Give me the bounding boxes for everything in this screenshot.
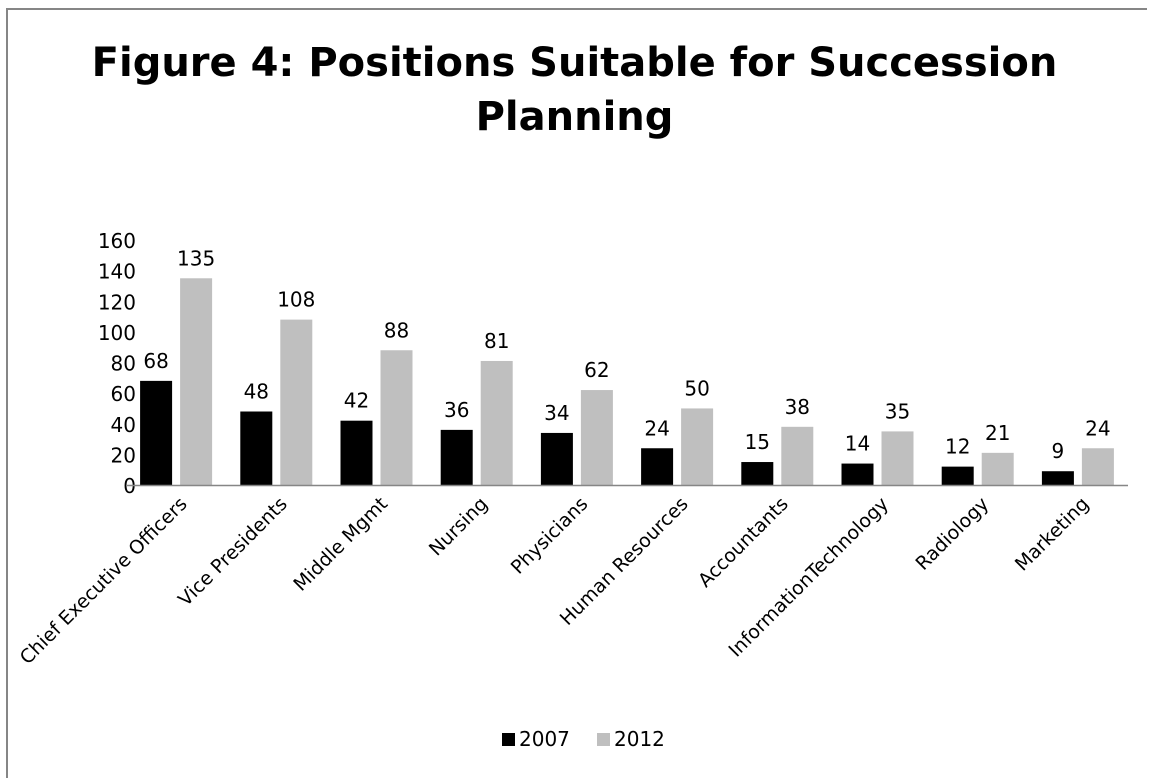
- category-label: Chief Executive Officers: [16, 493, 192, 669]
- data-label: 34: [544, 401, 569, 425]
- data-label: 12: [945, 435, 970, 459]
- bar-2007-1: [240, 411, 273, 485]
- data-label: 68: [143, 349, 168, 373]
- data-label: 135: [177, 246, 215, 270]
- bar-2007-7: [841, 463, 874, 485]
- bar-2012-0: [180, 278, 213, 485]
- data-label: 48: [244, 380, 269, 404]
- bar-2012-8: [981, 452, 1014, 485]
- y-tick-label: 100: [98, 321, 136, 345]
- y-tick-label: 80: [111, 352, 136, 376]
- data-label: 42: [344, 389, 369, 413]
- data-label: 88: [384, 318, 409, 342]
- category-label: Radiology: [911, 493, 993, 575]
- bar-2007-4: [540, 432, 573, 485]
- bar-2012-1: [280, 319, 313, 485]
- data-label: 24: [1085, 416, 1110, 440]
- bar-2012-5: [681, 408, 714, 485]
- y-tick-label: 160: [98, 229, 136, 253]
- data-label: 36: [444, 398, 469, 422]
- category-label: Nursing: [425, 493, 492, 560]
- bar-2007-5: [641, 448, 674, 485]
- category-label: Middle Mgmt: [289, 493, 392, 596]
- bar-2012-4: [580, 390, 613, 485]
- data-label: 14: [845, 432, 870, 456]
- bar-2012-2: [380, 350, 413, 485]
- data-label: 81: [484, 329, 509, 353]
- data-label: 38: [785, 395, 810, 419]
- bar-2007-8: [941, 466, 974, 485]
- data-label: 15: [745, 430, 770, 454]
- data-labels: 68 48 42 36 34 24 15 14 12 9 135 108 88 81 62 50 38 35 21 2…: [143, 246, 1110, 463]
- bar-2012-3: [480, 360, 513, 485]
- data-label: 62: [584, 358, 609, 382]
- category-label: InformationTechnology: [724, 493, 893, 662]
- legend-swatch-2007: [502, 733, 515, 746]
- data-label: 21: [985, 421, 1010, 445]
- data-label: 108: [277, 288, 315, 312]
- bar-2012-6: [781, 426, 814, 485]
- y-tick-label: 40: [111, 413, 136, 437]
- bars: [140, 278, 1114, 485]
- y-tick-label: 60: [111, 382, 136, 406]
- legend-label-2012: 2012: [614, 727, 665, 751]
- data-label: 50: [684, 376, 709, 400]
- bar-2007-9: [1041, 471, 1074, 485]
- bar-2007-2: [340, 420, 373, 485]
- bar-2012-9: [1081, 448, 1114, 485]
- category-label: Physicians: [507, 493, 593, 579]
- bar-2007-3: [440, 429, 473, 485]
- category-label: Accountants: [694, 493, 793, 592]
- category-label: Marketing: [1011, 493, 1094, 576]
- legend-swatch-2012: [597, 733, 610, 746]
- legend: 2007 2012: [502, 727, 665, 751]
- bar-2007-6: [741, 462, 774, 485]
- bar-2007-0: [140, 380, 173, 485]
- y-tick-label: 20: [111, 443, 136, 467]
- category-label: Vice Presidents: [174, 493, 292, 611]
- y-tick-label: 120: [98, 290, 136, 314]
- y-tick-label: 140: [98, 260, 136, 284]
- data-label: 9: [1052, 439, 1065, 463]
- legend-label-2007: 2007: [519, 727, 570, 751]
- data-label: 24: [644, 416, 669, 440]
- chart-title: Figure 4: Positions Suitable for Success…: [91, 40, 1058, 140]
- bar-2012-7: [881, 431, 914, 485]
- data-label: 35: [885, 399, 910, 423]
